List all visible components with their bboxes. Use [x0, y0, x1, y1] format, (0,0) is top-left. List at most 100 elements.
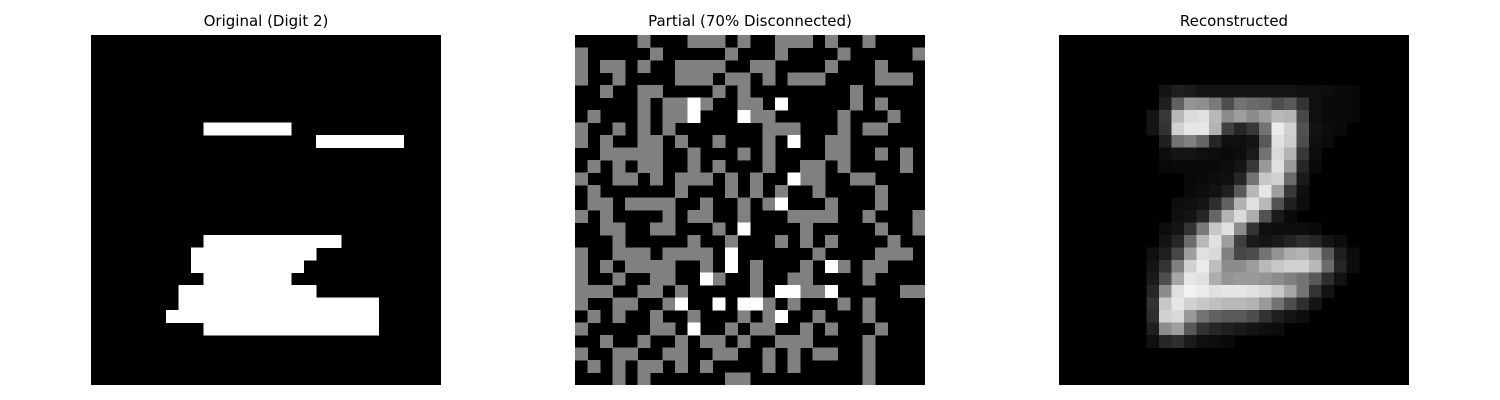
reconstructed-digit-pixel: [1159, 247, 1172, 261]
partial-digit-pixel: [700, 247, 713, 261]
reconstructed-digit-pixel: [1146, 335, 1160, 348]
partial-digit-pixel: [862, 347, 876, 361]
reconstructed-digit-pixel: [1259, 260, 1272, 273]
partial-digit-pixel: [787, 297, 801, 311]
partial-digit-pixel: [750, 322, 763, 336]
reconstructed-digit-pixel: [1234, 185, 1247, 198]
reconstructed-digit-pixel: [1246, 235, 1260, 248]
reconstructed-digit-pixel: [1246, 160, 1260, 173]
partial-digit-pixel: [887, 110, 901, 123]
partial-digit-pixel: [812, 160, 826, 173]
reconstructed-digit-pixel: [1209, 135, 1222, 148]
reconstructed-digit-pixel: [1271, 297, 1285, 311]
reconstructed-digit-pixel: [1296, 272, 1310, 286]
partial-digit-pixel: [862, 35, 876, 48]
reconstructed-digit-pixel: [1196, 322, 1210, 336]
partial-digit-pixel: [600, 197, 613, 211]
reconstructed-digit-pixel: [1284, 247, 1297, 261]
reconstructed-digit-pixel: [1209, 185, 1222, 198]
partial-digit-pixel: [750, 185, 763, 198]
partial-digit-pixel: [650, 260, 663, 273]
reconstructed-digit-pixel: [1271, 322, 1285, 336]
partial-digit-pixel: [737, 97, 751, 111]
original-digit-pixel: [253, 285, 267, 298]
reconstructed-digit-pixel: [1321, 135, 1335, 148]
reconstructed-digit-pixel: [1196, 297, 1210, 311]
reconstructed-digit-pixel: [1184, 110, 1197, 123]
partial-digit-pixel: [712, 297, 726, 311]
reconstructed-digit-pixel: [1209, 260, 1222, 273]
partial-digit-pixel: [675, 347, 688, 361]
reconstructed-digit-pixel: [1221, 272, 1235, 286]
original-digit-pixel: [253, 322, 267, 336]
partial-digit-pixel: [600, 60, 613, 73]
original-digit-pixel: [166, 310, 179, 323]
partial-digit-pixel: [812, 185, 826, 198]
panel-title-original: Original (Digit 2): [203, 12, 329, 30]
original-digit-pixel: [328, 297, 342, 311]
reconstructed-digit-pixel: [1221, 160, 1235, 173]
original-digit-pixel: [228, 297, 242, 311]
reconstructed-digit-pixel: [1221, 172, 1235, 186]
partial-digit-pixel: [787, 335, 801, 348]
original-digit-pixel: [353, 297, 367, 311]
original-digit-pixel: [203, 297, 217, 311]
reconstructed-digit-pixel: [1184, 172, 1197, 186]
original-digit-pixel: [278, 322, 292, 336]
reconstructed-digit-pixel: [1171, 85, 1185, 98]
reconstructed-digit-pixel: [1159, 335, 1172, 348]
partial-digit-pixel: [775, 197, 788, 211]
partial-digit-pixel: [837, 135, 851, 148]
partial-digit-pixel: [612, 347, 626, 361]
original-digit-pixel: [203, 235, 217, 248]
reconstructed-digit-pixel: [1159, 297, 1172, 311]
reconstructed-digit-pixel: [1284, 147, 1297, 161]
original-digit-pixel: [253, 122, 267, 136]
partial-digit-pixel: [687, 72, 701, 86]
partial-digit-pixel: [862, 360, 876, 373]
partial-digit-pixel: [862, 372, 876, 385]
original-digit-pixel: [216, 272, 229, 286]
original-digit-pixel: [278, 272, 292, 286]
original-digit-pixel: [341, 135, 354, 148]
partial-digit-pixel: [862, 172, 876, 186]
partial-digit-pixel: [800, 335, 813, 348]
original-digit-pixel: [278, 285, 292, 298]
partial-digit-pixel: [900, 72, 913, 86]
reconstructed-digit-pixel: [1221, 310, 1235, 323]
original-digit-pixel: [391, 135, 404, 148]
partial-digit-pixel: [737, 335, 751, 348]
reconstructed-digit-pixel: [1146, 297, 1160, 311]
reconstructed-digit-pixel: [1246, 285, 1260, 298]
partial-digit-pixel: [800, 35, 813, 48]
partial-digit-pixel: [887, 247, 901, 261]
reconstructed-digit-pixel: [1271, 135, 1285, 148]
reconstructed-digit-pixel: [1184, 260, 1197, 273]
partial-digit-pixel: [887, 235, 901, 248]
partial-digit-pixel: [612, 222, 626, 236]
reconstructed-digit-pixel: [1221, 222, 1235, 236]
partial-digit-pixel: [575, 135, 588, 148]
reconstructed-digit-pixel: [1309, 297, 1322, 311]
partial-digit-pixel: [812, 210, 826, 223]
reconstructed-digit-pixel: [1221, 322, 1235, 336]
reconstructed-digit-pixel: [1196, 185, 1210, 198]
reconstructed-digit-pixel: [1284, 197, 1297, 211]
reconstructed-digit-pixel: [1234, 260, 1247, 273]
partial-digit-pixel: [637, 260, 651, 273]
original-digit-pixel: [216, 297, 229, 311]
reconstructed-digit-pixel: [1171, 335, 1185, 348]
reconstructed-digit-pixel: [1284, 235, 1297, 248]
partial-digit-pixel: [800, 285, 813, 298]
reconstructed-digit-pixel: [1271, 260, 1285, 273]
partial-digit-pixel: [712, 60, 726, 73]
reconstructed-digit-pixel: [1171, 235, 1185, 248]
partial-digit-pixel: [650, 172, 663, 186]
original-digit-pixel: [278, 297, 292, 311]
reconstructed-digit-pixel: [1171, 210, 1185, 223]
partial-digit-pixel: [800, 210, 813, 223]
reconstructed-digit-pixel: [1246, 297, 1260, 311]
partial-digit-pixel: [812, 285, 826, 298]
reconstructed-digit-pixel: [1296, 110, 1310, 123]
reconstructed-digit-pixel: [1196, 160, 1210, 173]
